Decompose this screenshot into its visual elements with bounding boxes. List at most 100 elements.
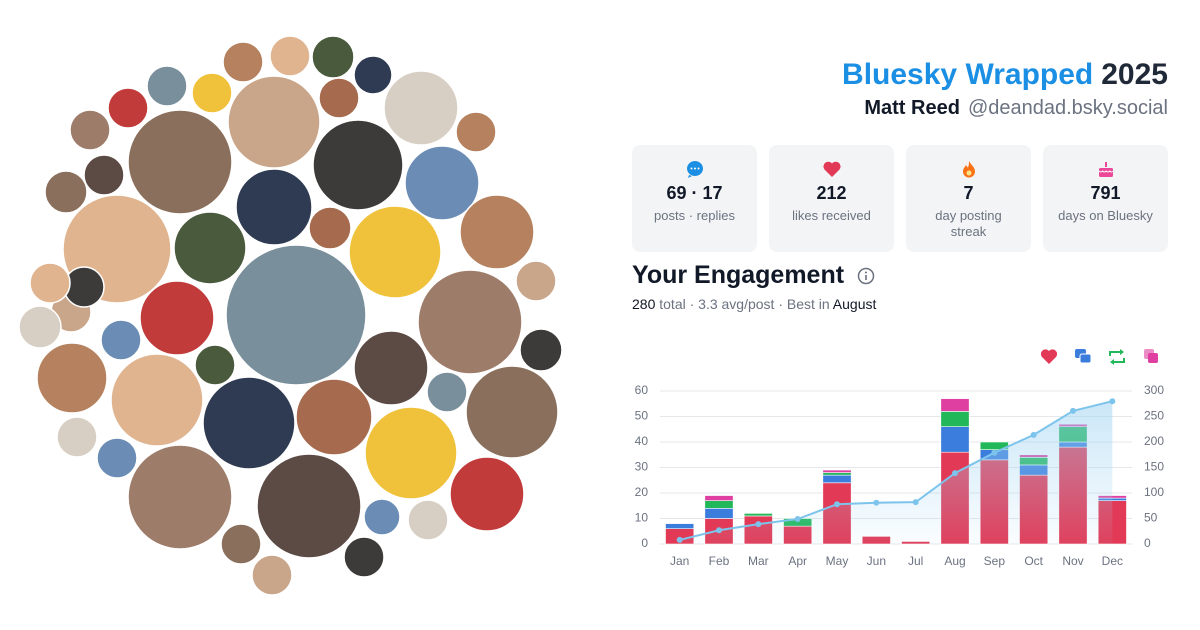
avatar [515, 260, 557, 302]
bar-segment [940, 426, 970, 453]
title: Bluesky Wrapped 2025 [842, 56, 1168, 94]
y2-tick-label: 300 [1144, 383, 1164, 397]
icon [686, 161, 703, 178]
stat-card: 69 · 17 posts · replies [632, 145, 757, 252]
user-handle[interactable]: @deandad.bsky.social [967, 97, 1168, 119]
bar-segment [940, 398, 970, 412]
line-area [679, 401, 1113, 544]
avatar [29, 262, 71, 304]
user: Matt Reed @deandad.bsky.social [842, 94, 1168, 122]
x-tick-label: Dec [1102, 554, 1123, 568]
bar-segment [743, 513, 773, 517]
avatar [96, 437, 138, 479]
section-title: Your Engagement [632, 261, 845, 289]
stat-value: 212 [816, 183, 847, 203]
avatar [110, 353, 204, 447]
year: 2025 [1101, 58, 1168, 91]
line-point [755, 521, 762, 528]
stat-label: day posting streak [935, 208, 1002, 239]
bar-segment [822, 474, 852, 484]
x-tick-label: Aug [944, 554, 965, 568]
stat-value: 69 · 17 [666, 183, 723, 203]
legend-icon[interactable] [1109, 349, 1125, 365]
avatar-cluster [18, 35, 563, 596]
line-point [834, 501, 840, 508]
avatar [36, 342, 108, 414]
avatar [256, 453, 362, 559]
avatar [139, 280, 215, 356]
icon [822, 161, 841, 177]
x-tick-label: Apr [788, 554, 807, 568]
avatar [383, 70, 459, 146]
stat-card: 7 day posting streak [906, 145, 1031, 252]
legend-icon[interactable] [1144, 349, 1158, 363]
brand: Bluesky Wrapped [842, 58, 1094, 91]
x-tick-label: Oct [1024, 554, 1043, 568]
bar-segment [822, 469, 852, 473]
icon [962, 161, 975, 178]
x-tick-label: Nov [1062, 554, 1083, 568]
line-point [1109, 398, 1116, 405]
avatar [251, 554, 293, 596]
avatar [146, 65, 188, 107]
x-tick-label: Jul [908, 554, 923, 568]
stat-label: posts · replies [654, 208, 735, 223]
y-tick-label: 50 [635, 409, 649, 423]
avatar [364, 406, 458, 500]
avatar [107, 87, 149, 129]
y-tick-label: 10 [635, 511, 649, 525]
stat-value: 791 [1090, 183, 1121, 203]
avatar [426, 371, 468, 413]
total: 280 [632, 296, 656, 312]
icon [1098, 162, 1113, 177]
legend-icon[interactable] [1075, 349, 1092, 364]
x-tick-label: May [826, 554, 849, 568]
y2-tick-label: 100 [1144, 485, 1164, 499]
y-tick-label: 40 [635, 434, 649, 448]
header: Bluesky Wrapped 2025 Matt Reed @deandad.bs… [842, 56, 1168, 122]
line-point [991, 449, 998, 456]
y2-tick-label: 250 [1144, 409, 1164, 423]
avatar [295, 378, 373, 456]
avatar [455, 111, 497, 153]
avatar [225, 244, 367, 386]
bar-segment [940, 411, 970, 427]
line-point [1030, 431, 1037, 438]
y-tick-label: 0 [641, 536, 648, 550]
avatar [202, 376, 296, 470]
y2-tick-label: 0 [1144, 536, 1151, 550]
user-name: Matt Reed [864, 97, 960, 119]
avatar [404, 145, 480, 221]
stat-card: 791 days on Bluesky [1043, 145, 1168, 252]
line-point [873, 499, 880, 506]
avatar [343, 536, 385, 578]
y2-tick-label: 50 [1144, 511, 1158, 525]
line [679, 400, 1113, 541]
avatar [417, 269, 523, 375]
bar-segment [665, 523, 695, 529]
avatar [308, 206, 352, 250]
summary: 280 total · 3.3 avg/post · Best in Augus… [632, 296, 876, 312]
y-tick-label: 30 [635, 460, 649, 474]
avatar [173, 211, 247, 285]
avatar [18, 305, 62, 349]
avatar [449, 456, 525, 532]
info-icon[interactable] [857, 267, 875, 285]
avatar [100, 319, 142, 361]
avatar [69, 109, 111, 151]
avatar [227, 75, 321, 169]
avatar [194, 344, 236, 386]
legend-icon[interactable] [1040, 349, 1058, 364]
stat-label: likes received [792, 208, 871, 223]
x-tick-label: Mar [748, 554, 769, 568]
x-tick-label: Sep [984, 554, 1006, 568]
avatar [318, 77, 360, 119]
best-month: August [832, 296, 877, 312]
bar-segment [704, 507, 734, 519]
bar-segment [822, 472, 852, 476]
line-point [676, 536, 683, 543]
y2-tick-label: 200 [1144, 434, 1164, 448]
stat-label: days on Bluesky [1058, 208, 1153, 223]
